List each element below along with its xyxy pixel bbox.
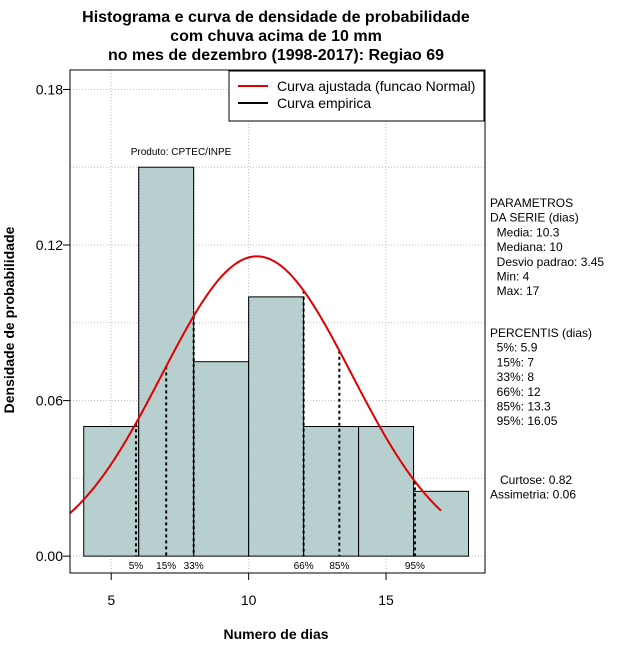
normal-curve-path: [69, 255, 442, 514]
parametros_lines-line: Media: 10.3: [490, 225, 560, 239]
shape_lines-line: Curtose: 0.82: [490, 473, 572, 487]
title-line: com chuva acima de 10 mm: [170, 28, 382, 45]
legend: Curva ajustada (funcao Normal)Curva empi…: [228, 70, 485, 122]
parametros_lines-line: Mediana: 10: [490, 240, 563, 254]
y-axis-title: Densidade de probabilidade: [1, 226, 17, 413]
histogram-bar: [303, 426, 360, 557]
legend-entry: Curva empirica: [277, 95, 371, 111]
parametros_lines-line: DA SERIE (dias): [490, 211, 579, 225]
percentile-lines: 5% 15% 33% 66% 85% 95%: [129, 290, 425, 572]
normal-curve: [69, 255, 442, 514]
histogram-bar: [193, 361, 250, 557]
histogram-bar: [83, 426, 140, 557]
shape_lines-line: Assimetria: 0.06: [490, 488, 576, 502]
histogram-bars: [83, 166, 470, 557]
percentile-label: 85%: [329, 561, 349, 572]
histogram-bar: [413, 490, 470, 557]
percentis_lines-line: 33%: 8: [490, 370, 534, 384]
histogram-bar: [248, 296, 305, 557]
percentis_lines-line: 15%: 7: [490, 355, 534, 369]
parametros_lines-line: Desvio padrao: 3.45: [490, 255, 604, 269]
y-tick-label: 0.12: [36, 237, 63, 253]
y-axis: 0.00 0.06 0.12 0.18: [36, 81, 71, 564]
x-tick-label: 15: [378, 592, 394, 608]
product-annotation: Produto: CPTEC/INPE: [131, 147, 232, 158]
title-line: no mes de dezembro (1998-2017): Regiao 6…: [108, 47, 444, 64]
parametros_lines-line: Min: 4: [490, 270, 530, 284]
chart-title: Histograma e curva de densidade de proba…: [82, 9, 470, 64]
y-tick-label: 0.18: [36, 81, 63, 97]
percentis_lines-line: 66%: 12: [490, 385, 541, 399]
x-axis: 5 10 15: [107, 572, 394, 608]
percentis_lines-line: PERCENTIS (dias): [490, 326, 592, 340]
legend-entry: Curva ajustada (funcao Normal): [277, 78, 475, 94]
histogram-bar: [358, 426, 415, 557]
histogram-bar: [138, 166, 195, 557]
percentile-label: 15%: [156, 561, 176, 572]
x-axis-title: Numero de dias: [223, 626, 328, 642]
y-tick-label: 0.00: [36, 548, 63, 564]
x-tick-label: 5: [107, 592, 115, 608]
percentis_lines-line: 95%: 16.05: [490, 414, 558, 428]
percentile-label: 33%: [184, 561, 204, 572]
percentile-label: 95%: [405, 561, 425, 572]
percentile-label: 5%: [129, 561, 144, 572]
title-line: Histograma e curva de densidade de proba…: [82, 9, 470, 26]
percentis_lines-line: 5%: 5.9: [490, 341, 538, 355]
percentile-label: 66%: [294, 561, 314, 572]
parametros_lines-line: Max: 17: [490, 284, 540, 298]
y-tick-label: 0.06: [36, 393, 63, 409]
x-tick-label: 10: [241, 592, 257, 608]
parametros_lines-line: PARAMETROS: [490, 196, 573, 210]
percentis_lines-line: 85%: 13.3: [490, 400, 551, 414]
legend-box: [228, 70, 485, 122]
